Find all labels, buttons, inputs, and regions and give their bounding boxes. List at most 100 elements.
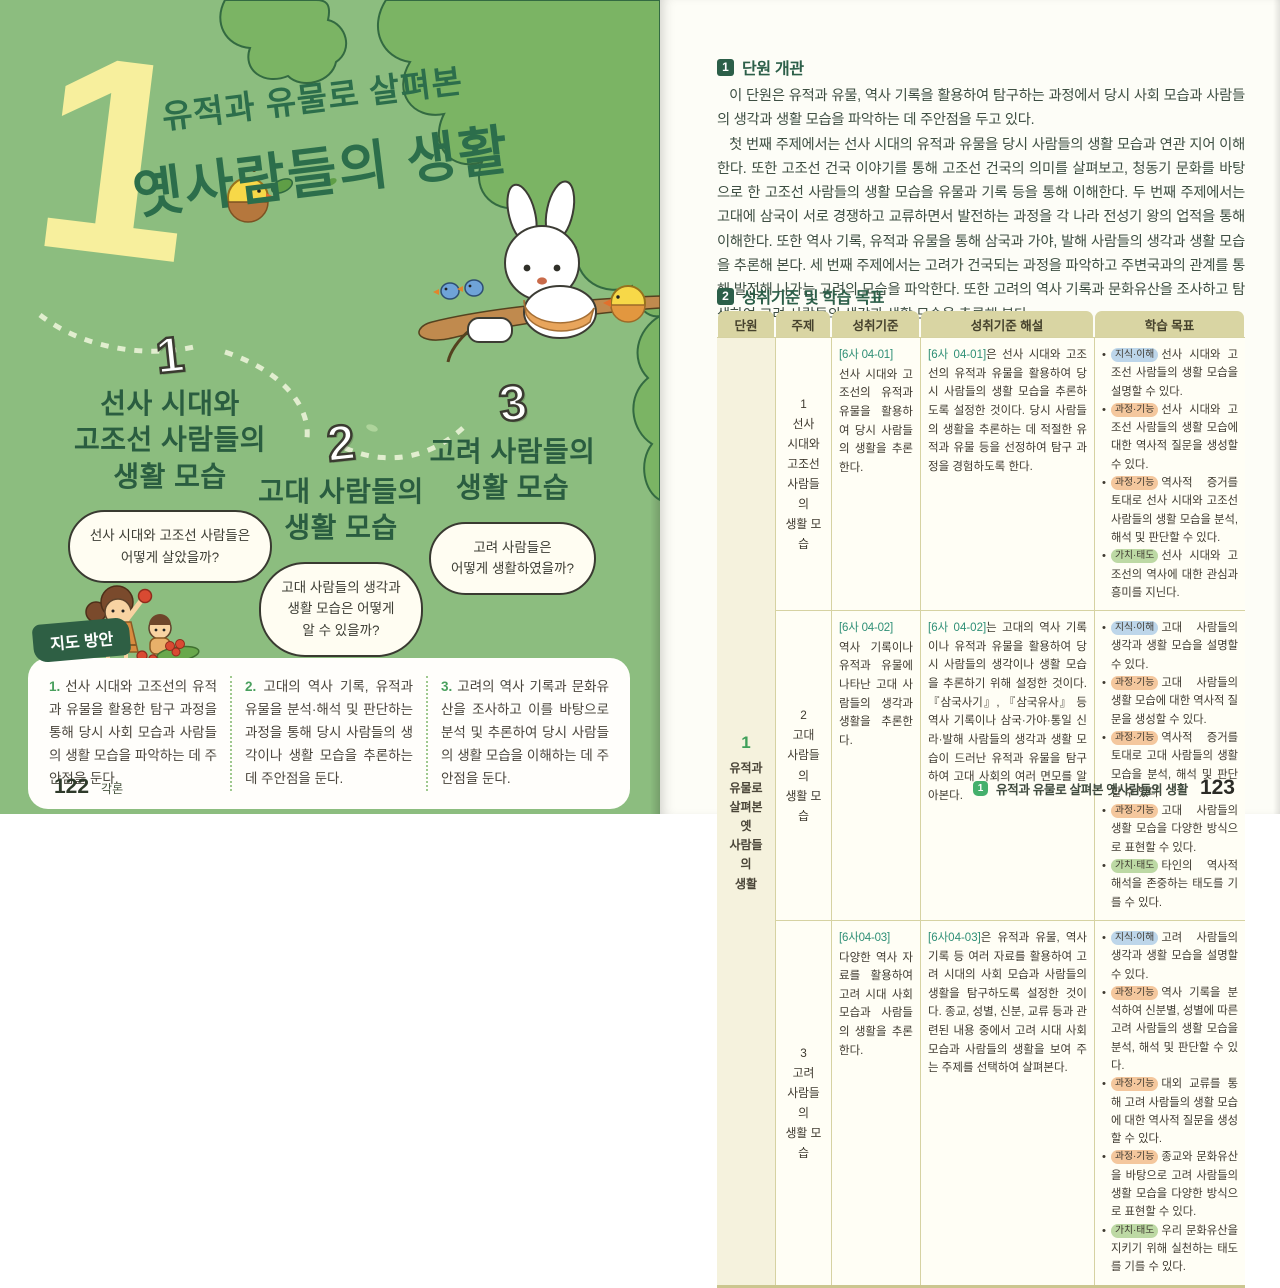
dashed-path [38,313,470,461]
table-row-3-explanation: [6사04-03]은 유적과 유물, 역사 기록 등 여러 자료를 활용하여 고… [920,919,1094,1285]
overview-paragraph-2: 첫 번째 주제에서는 선사 시대의 유적과 유물을 당시 사람들의 생활 모습과… [717,136,1245,323]
guidance-item-2-text: 고대의 역사 기록, 유적과 유물을 분석·해석 및 판단하는 과정을 통해 당… [245,679,413,786]
chick-icon [227,168,294,223]
overview-paragraph-1: 이 단원은 유적과 유물, 역사 기록을 활용하여 탐구하는 과정에서 당시 사… [717,88,1245,129]
page-footer-left: 122 각론 [54,775,123,799]
page-number-right: 123 [1199,776,1235,799]
unit-cell-number: 1 [741,732,751,752]
topic-1-speech-bubble: 선사 시대와 고조선 사람들은 어떻게 살았을까? [67,510,273,584]
standard-code: [6사 04-01] [839,349,893,361]
table-row-3-standard: [6사04-03] 다양한 역사 자료를 활용하여 고려 시대 사회 모습과 사람… [831,919,920,1285]
topic-1: 1 선사 시대와 고조선 사람들의 생활 모습 선사 시대와 고조선 사람들은 … [45,324,295,584]
explanation-text: 는 고대의 역사 기록이나 유적과 유물을 활용하여 당시 사람들의 생각이나 … [928,622,1087,802]
chapter-illustration [38,0,660,664]
guidance-box: 1. 선사 시대와 고조선의 유적과 유물을 활용한 탐구 과정을 통해 당시 … [28,658,630,809]
baby-character-icon [148,614,200,663]
process-badge: 과정·기능 [1111,476,1159,491]
standard-text: 다양한 역사 자료를 활용하여 고려 시대 사회 모습과 사람들의 생활을 추론… [839,951,913,1057]
table-row-2-topic: 2 고대 사람들의 생활 모습 [775,610,831,920]
chick-icon [603,285,646,323]
footer-unit-title: 유적과 유물로 살펴본 옛사람들의 생활 [996,782,1188,797]
standard-code: [6사 04-02] [839,622,893,635]
topic-3-number: 3 [494,372,530,433]
rabbit-icon [467,180,597,343]
footer-unit-icon: 1 [973,780,989,796]
unit-cell: 1 유적과 유물로 살펴본 옛 사람들의 생활 [717,337,775,1285]
section-1-title: 단원 개관 [742,61,804,78]
explanation-code: [6사04-03] [928,931,981,944]
unit-cell-title: 유적과 유물로 살펴본 옛 사람들의 생활 [729,761,763,891]
guidance-item-2-number: 2. [245,679,257,694]
unit-overview-text: 이 단원은 유적과 유물, 역사 기록을 활용하여 탐구하는 과정에서 당시 사… [717,84,1245,327]
bird-icon [457,279,484,297]
process-badge: 과정·기능 [1111,1077,1159,1092]
topic-3-title: 고려 사람들의 생활 모습 [429,436,596,504]
explanation-text: 은 선사 시대와 고조선의 유적과 유물을 활용하여 당시 사람들의 생활 모습… [928,349,1087,473]
page-number-left: 122 [54,775,90,798]
value-badge: 가치·태도 [1111,549,1159,564]
guidance-item-1-text: 선사 시대와 고조선의 유적과 유물을 활용한 탐구 과정을 통해 당시 사회 … [49,679,217,786]
standard-text: 역사 기록이나 유적과 유물에 나타난 고대 사람들의 생각과 생활을 추론한다… [839,641,913,747]
topic-2-number: 2 [323,412,359,473]
leaf-icon [366,424,378,432]
guidance-item-3-number: 3. [441,679,453,694]
book-spread: 1 유적과 유물로 살펴본 옛사람들의 생활 1 선사 시대와 고조선 사람들의… [0,0,1280,814]
section-2-heading: 2 성취기준 및 학습 목표 [717,284,885,308]
page-footer-right: 1 유적과 유물로 살펴본 옛사람들의 생활 123 [973,776,1235,800]
leaf-icon [325,178,337,186]
guidance-item-2: 2. 고대의 역사 기록, 유적과 유물을 분석·해석 및 판단하는 과정을 통… [230,676,426,791]
table-row-2-explanation: [6사 04-02]는 고대의 역사 기록이나 유적과 유물을 활용하여 당시 … [920,610,1094,920]
explanation-code: [6사 04-02] [928,622,987,635]
content-page: 1 단원 개관 이 단원은 유적과 유물, 역사 기록을 활용하여 탐구하는 과… [660,0,1280,1288]
bird-icon [433,282,460,300]
process-badge: 과정·기능 [1111,1150,1159,1165]
tree-icon [219,0,347,85]
section-1-number-icon: 1 [717,58,734,76]
topic-2-speech-bubble: 고대 사람들의 생각과 생활 모습은 어떻게 알 수 있을까? [259,561,423,657]
value-badge: 가치·태도 [1111,1223,1159,1238]
page-footer-label: 각론 [101,782,124,796]
table-row-2-standard: [6사 04-02] 역사 기록이나 유적과 유물에 나타난 고대 사람들의 생각… [831,610,920,920]
standard-code: [6사04-03] [839,931,890,944]
topic-1-number: 1 [152,324,188,385]
process-badge: 과정·기능 [1111,402,1159,417]
topic-2-title: 고대 사람들의 생활 모습 [258,476,424,544]
table-header-explanation: 성취기준 해설 [920,311,1094,337]
guidance-item-1: 1. 선사 시대와 고조선의 유적과 유물을 활용한 탐구 과정을 통해 당시 … [36,676,230,791]
table-row-3-topic: 3 고려 사람들의 생활 모습 [775,919,831,1285]
value-badge: 가치·태도 [1111,859,1159,874]
section-1-heading: 1 단원 개관 [717,55,804,79]
process-badge: 과정·기능 [1111,985,1159,1000]
explanation-code: [6사 04-01] [928,349,987,361]
tree-icon [632,314,660,502]
knowledge-badge: 지식·이해 [1111,621,1159,636]
guidance-item-3-text: 고려의 역사 기록과 문화유산을 조사하고 이를 바탕으로 분석 및 추론하여 … [441,679,609,786]
topic-2: 2 고대 사람들의 생활 모습 고대 사람들의 생각과 생활 모습은 어떻게 알… [232,412,450,657]
section-2-number-icon: 2 [717,287,734,305]
table-row-1-explanation: [6사 04-01]은 선사 시대와 고조선의 유적과 유물을 활용하여 당시 … [920,337,1094,611]
process-badge: 과정·기능 [1111,804,1159,819]
table-header-objectives: 학습 목표 [1094,311,1245,337]
knowledge-badge: 지식·이해 [1111,348,1159,362]
topic-1-title: 선사 시대와 고조선 사람들의 생활 모습 [73,388,267,492]
section-2-title: 성취기준 및 학습 목표 [742,290,885,307]
topic-3-speech-bubble: 고려 사람들은 어떻게 생활하였을까? [428,521,597,595]
explanation-text: 은 유적과 유물, 역사 기록 등 여러 자료를 활용하여 고려 시대의 사회 … [928,931,1087,1075]
process-badge: 과정·기능 [1111,730,1159,745]
